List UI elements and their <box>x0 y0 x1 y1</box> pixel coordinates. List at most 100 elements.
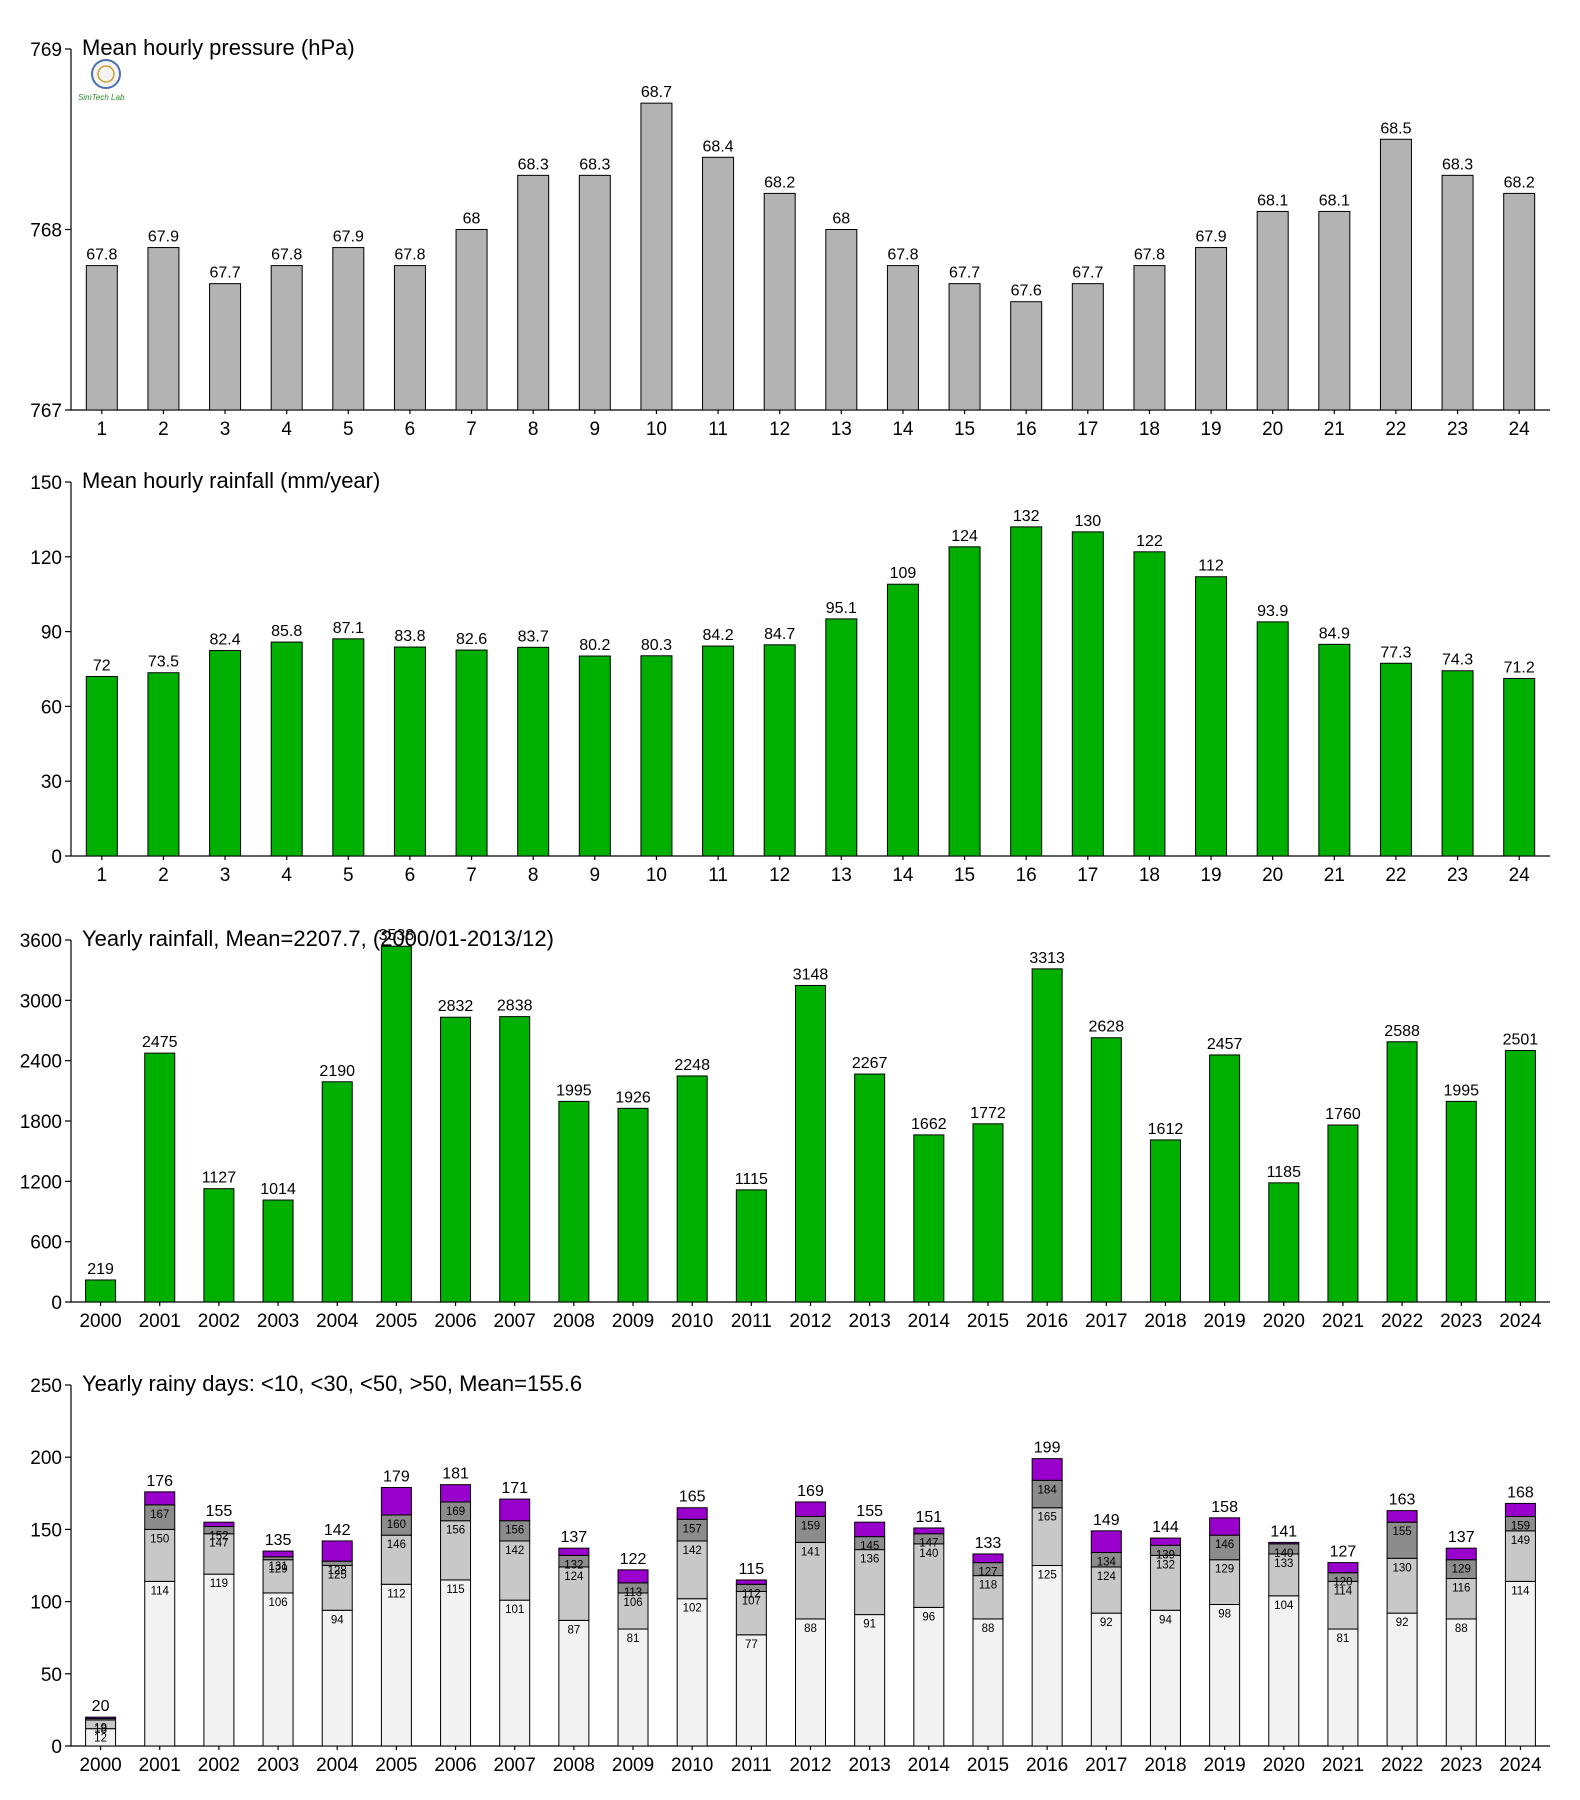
segment-label-lt30: 142 <box>683 1545 702 1557</box>
x-tick-label: 23 <box>1447 865 1468 886</box>
x-tick-label: 2004 <box>316 1311 359 1332</box>
x-tick-label: 5 <box>343 865 354 886</box>
bar-segment-lt10 <box>972 1618 1004 1747</box>
bar-value-label: 112 <box>1198 558 1224 575</box>
bar <box>1209 1054 1241 1303</box>
bar-segment-total <box>499 1498 531 1522</box>
x-tick-label: 2023 <box>1440 1311 1482 1332</box>
logo-text: SimTech Lab <box>78 93 125 102</box>
bar-segment-lt30 <box>499 1540 531 1601</box>
bar <box>499 1016 531 1303</box>
bar-segment-total <box>440 1484 472 1503</box>
bar-segment-lt30 <box>795 1541 826 1620</box>
segment-label-lt30: 165 <box>1038 1512 1057 1524</box>
x-tick-label: 2022 <box>1381 1311 1423 1332</box>
x-tick-label: 2001 <box>139 1311 181 1332</box>
x-tick-label: 24 <box>1509 419 1531 440</box>
bar <box>1445 1100 1477 1303</box>
segment-label-lt50: 159 <box>801 1520 820 1532</box>
bar <box>1195 247 1228 411</box>
y-tick-label: 90 <box>41 623 62 644</box>
bar-value-label: 67.9 <box>333 229 364 246</box>
x-tick-label: 2015 <box>967 1311 1009 1332</box>
segment-label-lt10: 114 <box>151 1585 170 1597</box>
bar <box>85 675 118 857</box>
bar-segment-lt10 <box>854 1614 886 1747</box>
bar-segment-lt10 <box>499 1599 531 1747</box>
x-tick-label: 11 <box>708 419 728 440</box>
bar <box>702 156 735 411</box>
bar-segment-total <box>1504 1502 1536 1517</box>
bar <box>1256 621 1289 857</box>
bar-total-label: 135 <box>265 1532 292 1549</box>
x-tick-label: 2017 <box>1085 1755 1127 1776</box>
segment-label-lt10: 91 <box>863 1619 876 1631</box>
segment-label-lt10: 119 <box>210 1578 228 1590</box>
segment-label-lt50: 156 <box>505 1525 524 1537</box>
bar-value-label: 3148 <box>793 966 829 983</box>
segment-label-lt10: 94 <box>331 1614 344 1626</box>
bar <box>393 265 426 411</box>
bar <box>517 646 550 857</box>
bar-value-label: 68 <box>832 211 850 228</box>
x-tick-label: 17 <box>1077 865 1098 886</box>
bar-total-label: 165 <box>679 1489 706 1506</box>
bar-total-label: 163 <box>1389 1492 1416 1509</box>
bar-value-label: 3313 <box>1029 950 1065 967</box>
lab-logo: SimTech Lab <box>78 59 125 102</box>
bar-segment-lt10 <box>1090 1612 1122 1747</box>
segment-label-lt50: 129 <box>1452 1564 1471 1576</box>
segment-label-lt50: 112 <box>742 1588 760 1600</box>
bar <box>1133 551 1166 857</box>
bar-segment-lt30 <box>735 1590 767 1636</box>
x-tick-label: 21 <box>1324 865 1345 886</box>
bar-segment-lt30 <box>380 1534 412 1585</box>
segment-label-lt30: 130 <box>1393 1562 1412 1574</box>
x-tick-label: 6 <box>405 865 416 886</box>
bar-value-label: 68 <box>463 211 481 228</box>
bar-segment-lt10 <box>913 1606 945 1747</box>
bar <box>886 265 919 411</box>
chart-title: Yearly rainy days: <10, <30, <50, >50, M… <box>82 1371 582 1396</box>
segment-label-lt30: 149 <box>1511 1535 1530 1547</box>
x-tick-label: 2013 <box>849 1311 891 1332</box>
bar <box>1503 677 1536 857</box>
x-tick-label: 2017 <box>1085 1311 1127 1332</box>
bar <box>676 1075 708 1303</box>
bar-segment-total <box>735 1579 767 1585</box>
segment-label-lt50: 120 <box>1333 1577 1352 1589</box>
bar <box>203 1188 235 1303</box>
bar-value-label: 85.8 <box>271 623 302 640</box>
bar <box>1327 1124 1359 1303</box>
bar-value-label: 122 <box>1136 533 1163 550</box>
segment-label-lt30: 141 <box>801 1546 820 1558</box>
bar <box>1133 265 1166 411</box>
bar-value-label: 1995 <box>556 1082 592 1099</box>
bar-value-label: 73.5 <box>148 654 179 671</box>
x-tick-label: 2014 <box>908 1311 951 1332</box>
segment-label-lt30: 132 <box>1156 1559 1175 1571</box>
bar <box>440 1016 472 1303</box>
bar <box>1149 1139 1181 1303</box>
x-tick-label: 2023 <box>1440 1755 1482 1776</box>
x-tick-label: 2022 <box>1381 1755 1423 1776</box>
x-tick-label: 2021 <box>1322 1311 1364 1332</box>
bar-value-label: 80.2 <box>579 637 610 654</box>
y-tick-label: 60 <box>41 697 62 718</box>
bar-value-label: 1115 <box>735 1171 768 1188</box>
segment-label-lt30: 18 <box>94 1724 107 1736</box>
x-tick-label: 2006 <box>434 1311 476 1332</box>
chart-title: Mean hourly pressure (hPa) <box>82 35 355 60</box>
segment-label-lt10: 92 <box>1396 1617 1409 1629</box>
x-tick-label: 22 <box>1385 865 1406 886</box>
x-tick-label: 9 <box>590 865 601 886</box>
bar-segment-lt30 <box>1268 1553 1300 1597</box>
chart-yearly-rain: Yearly rainfall, Mean=2207.7, (2000/01-2… <box>20 926 1550 1332</box>
x-tick-label: 2010 <box>671 1311 713 1332</box>
segment-label-lt30: 106 <box>623 1597 642 1609</box>
x-tick-label: 2010 <box>671 1755 713 1776</box>
x-tick-label: 2 <box>158 865 169 886</box>
bar <box>948 546 981 857</box>
bar-segment-lt10 <box>795 1618 826 1747</box>
x-tick-label: 14 <box>892 865 914 886</box>
